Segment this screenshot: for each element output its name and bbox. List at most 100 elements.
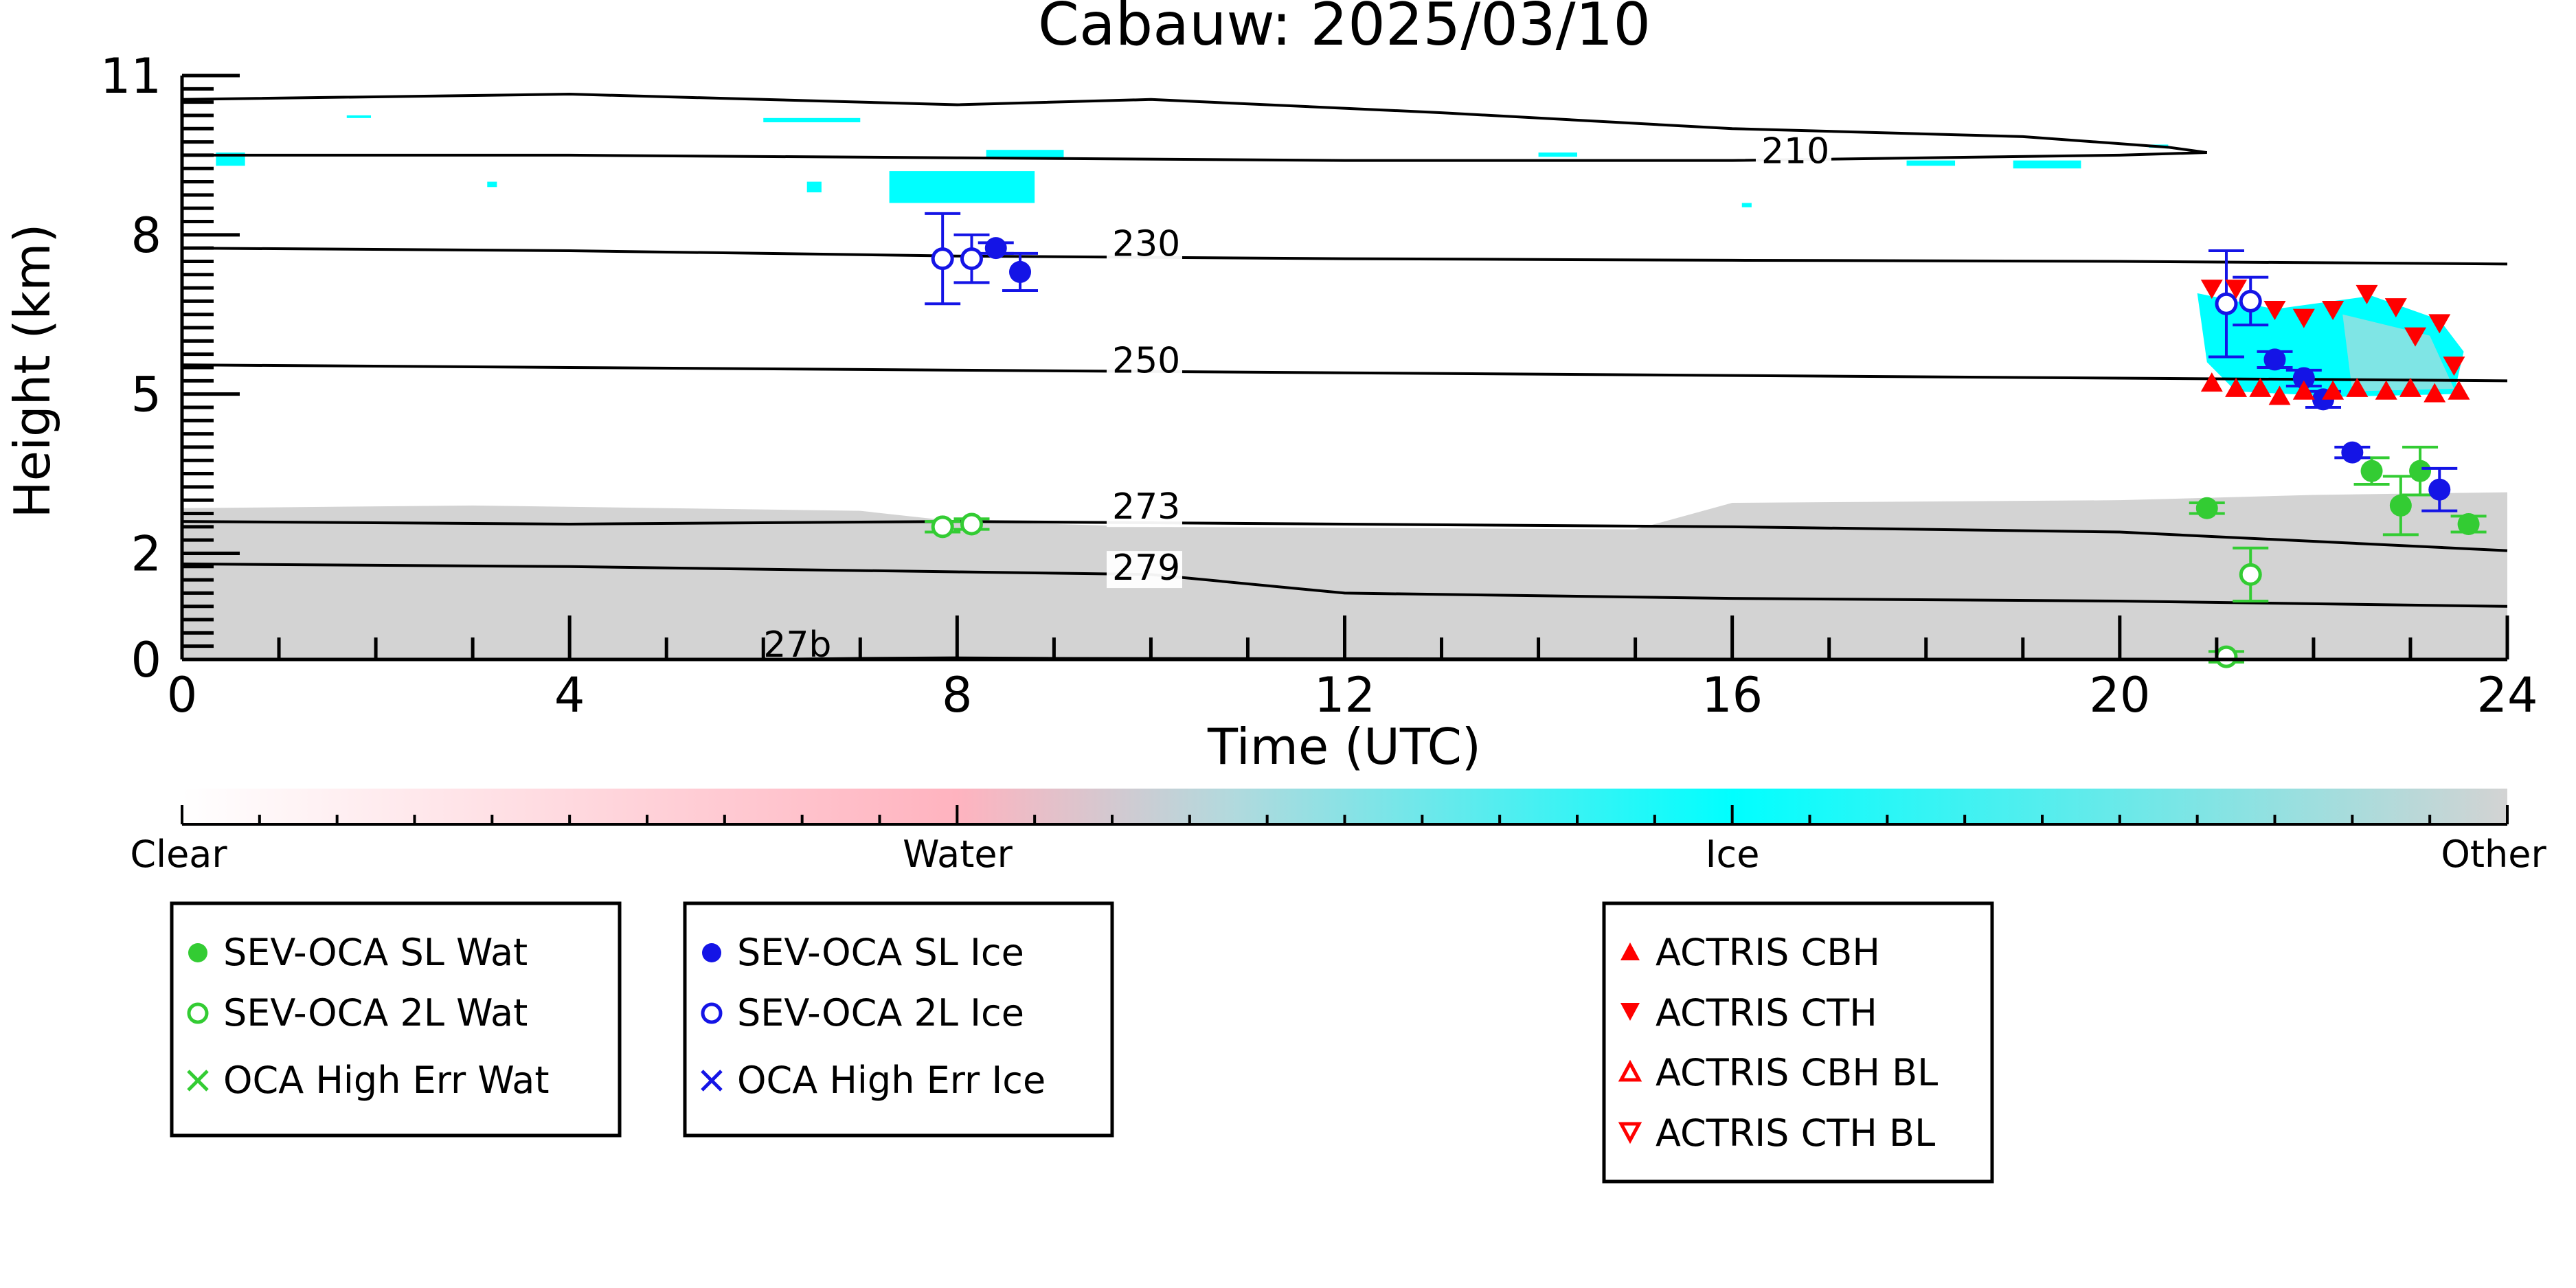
legend-marker-higherr-wat	[187, 1070, 209, 1092]
ice-speck	[346, 115, 372, 118]
colorbar-label-other: Other	[2441, 833, 2546, 876]
x-tick-label: 24	[2476, 667, 2538, 723]
colorbar-ticks	[181, 805, 2509, 824]
ice-speck	[1557, 152, 1577, 155]
contour-label-bg	[1107, 490, 1182, 528]
actris-cbh-point	[2268, 385, 2291, 405]
legend-label-cbh: ACTRIS CBH	[1656, 931, 1880, 974]
x-tick-label: 16	[1702, 667, 1763, 723]
legend-actris: ACTRIS CBH ACTRIS CTH ACTRIS CBH BL ACTR…	[1602, 901, 1994, 1184]
contour-210	[181, 93, 2208, 162]
actris-cth-point	[2428, 314, 2451, 334]
sev-oca-sl-ice-point	[1009, 260, 1032, 283]
contour-label-230: 230	[1112, 224, 1180, 265]
legend-marker-higherr-ice	[701, 1070, 723, 1092]
x-tick-label: 8	[942, 667, 973, 723]
x-tick-label: 12	[1314, 667, 1375, 723]
ice-speck	[487, 181, 497, 188]
sev-oca-2l-wat-point	[960, 512, 983, 536]
y-tick-label: 2	[131, 526, 161, 582]
ice-speck	[1741, 203, 1752, 207]
actris-cbh-point	[2448, 380, 2470, 400]
sev-oca-2l-wat-point	[931, 515, 954, 539]
contour-label-bg	[1107, 551, 1182, 589]
actris-cbh-point	[2424, 383, 2446, 403]
sev-oca-sl-ice-point	[2341, 441, 2364, 464]
legend-marker-cbh-bl	[1618, 1059, 1642, 1082]
contour-label-bg	[1755, 134, 1831, 172]
sev-oca-2l-ice-point	[2215, 292, 2238, 315]
actris-cbh-point	[2322, 380, 2345, 400]
colorbar: Clear Water Ice Other	[130, 789, 2546, 876]
actris-cth-point	[2225, 280, 2248, 300]
contour-label-210: 210	[1761, 131, 1829, 172]
contour-label-250: 250	[1112, 341, 1180, 382]
contour-label-bg	[1107, 343, 1182, 381]
sev-oca-sl-wat-point	[2195, 497, 2218, 519]
legend-marker-sl-ice	[702, 943, 721, 962]
actris-cth-point	[2263, 301, 2286, 320]
legend-marker-cth-bl	[1618, 1122, 1642, 1144]
contour-label-273: 273	[1112, 486, 1180, 528]
x-tick-label: 4	[554, 667, 585, 723]
actris-cth-point	[2443, 357, 2465, 376]
ice-speck	[889, 171, 1035, 203]
legend-marker-2l-ice	[701, 1002, 723, 1024]
y-tick-label: 5	[131, 367, 161, 423]
legend-label-cbh-bl: ACTRIS CBH BL	[1656, 1051, 1938, 1094]
sev-oca-sl-ice-point	[2428, 478, 2451, 501]
actris-cth-point	[2200, 280, 2223, 300]
boundary-layer-region	[182, 492, 2507, 659]
sev-oca-sl-ice-point	[2263, 348, 2286, 371]
actris-cbh-point	[2249, 377, 2272, 397]
legend-label-cth: ACTRIS CTH	[1656, 991, 1877, 1035]
actris-cbh-point	[2346, 377, 2369, 397]
x-tick-label: 0	[167, 667, 198, 723]
y-tick-label: 11	[100, 48, 161, 104]
legend-label-sl-wat: SEV-OCA SL Wat	[223, 931, 528, 974]
sev-oca-sl-wat-point	[2389, 494, 2412, 517]
contour-label-bg	[1107, 227, 1182, 264]
actris-cth-point	[2322, 301, 2345, 320]
legend-label-higherr-wat: OCA High Err Wat	[223, 1059, 550, 1102]
legend-label-sl-ice: SEV-OCA SL Ice	[737, 931, 1024, 974]
contour-250	[181, 363, 2508, 383]
legend-marker-2l-wat	[187, 1002, 209, 1024]
actris-cth-point	[2292, 308, 2315, 328]
ice-speck	[763, 117, 861, 122]
y-tick-label: 0	[131, 632, 161, 688]
mixed-cloud-region	[2342, 314, 2454, 392]
contour-279	[181, 562, 2508, 608]
actris-cbh-point	[2375, 380, 2397, 400]
classification-background	[182, 115, 2507, 659]
ice-speck	[1538, 152, 1577, 157]
legend-marker-cbh	[1620, 942, 1640, 960]
colorbar-label-water: Water	[903, 833, 1013, 876]
sev-oca-2l-wat-point	[2239, 563, 2262, 586]
sev-oca-sl-wat-point	[2360, 460, 2383, 482]
actris-cth-point	[2355, 284, 2378, 304]
observation-markers	[925, 212, 2487, 668]
y-axis-label: Height (km)	[3, 224, 61, 519]
x-tick-label: 20	[2089, 667, 2150, 723]
sev-oca-sl-ice-point	[984, 237, 1007, 260]
sev-oca-sl-ice-point	[2292, 367, 2315, 389]
x-axis-label: Time (UTC)	[1207, 718, 1481, 776]
legend-label-cth-bl: ACTRIS CTH BL	[1656, 1111, 1935, 1155]
colorbar-label-clear: Clear	[130, 833, 227, 876]
legend-label-2l-wat: SEV-OCA 2L Wat	[223, 991, 528, 1035]
contour-230	[181, 247, 2508, 266]
sev-oca-2l-ice-point	[960, 247, 983, 271]
chart-title: Cabauw: 2025/03/10	[1038, 0, 1651, 59]
sev-oca-sl-wat-point	[2409, 460, 2432, 482]
legend-marker-sl-wat	[188, 943, 207, 962]
contour-273	[181, 520, 2508, 552]
legend-label-higherr-ice: OCA High Err Ice	[737, 1059, 1046, 1102]
ice-speck	[2013, 160, 2081, 169]
actris-cth-point	[2404, 327, 2427, 347]
sev-oca-2l-ice-point	[2239, 289, 2262, 313]
contour-label-279: 279	[1112, 547, 1180, 589]
legend-water: SEV-OCA SL Wat SEV-OCA 2L Wat OCA High E…	[170, 901, 622, 1138]
y-tick-label: 8	[131, 207, 161, 264]
